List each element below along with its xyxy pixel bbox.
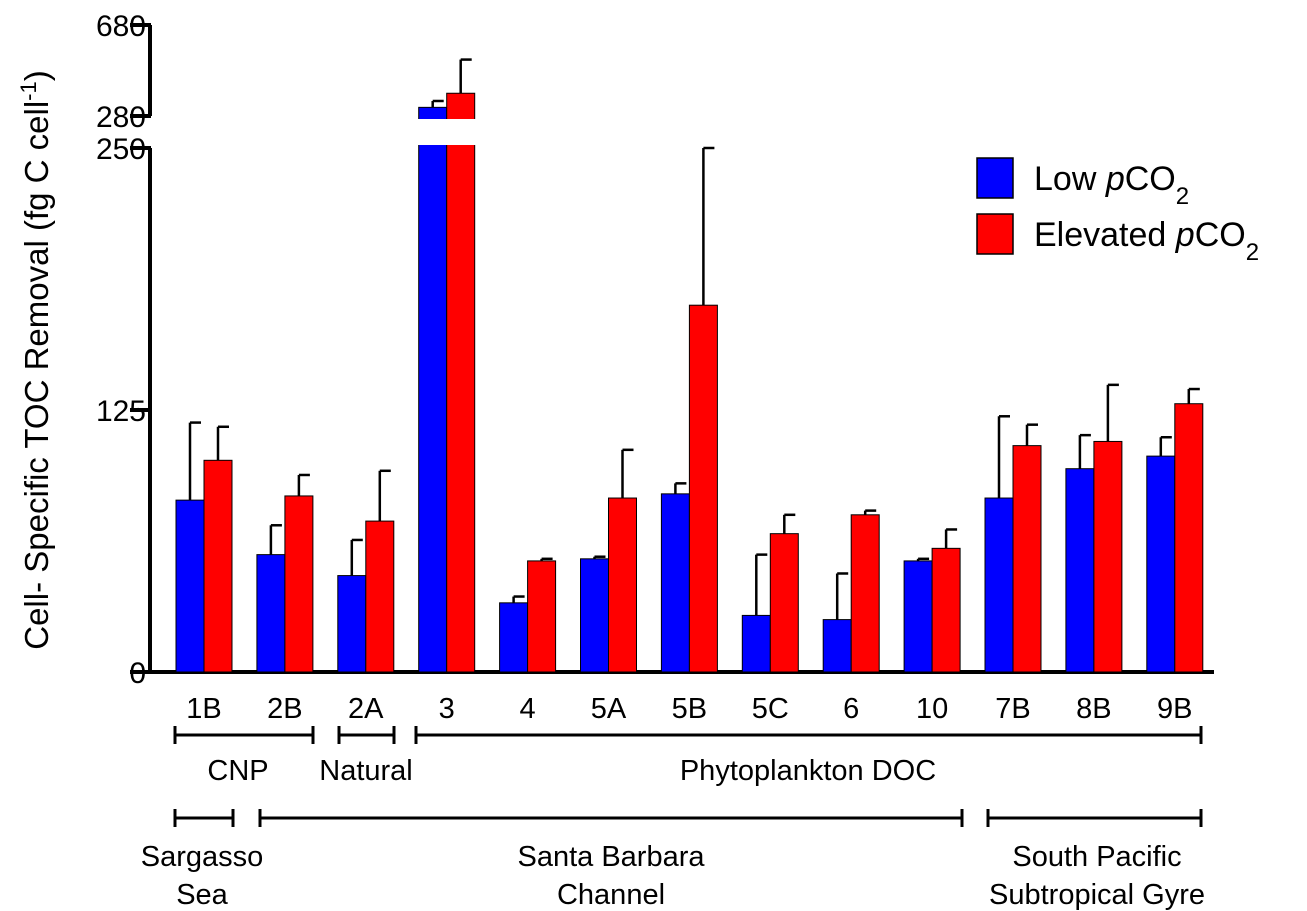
- bar: [284, 495, 314, 673]
- bar: [365, 520, 395, 673]
- y-tick-label: 125: [96, 395, 146, 428]
- y-axis-title-tail: ): [18, 70, 55, 81]
- dom-source-label: Phytoplankton DOC: [680, 755, 936, 787]
- x-tick-label: 9B: [1157, 693, 1192, 725]
- y-axis-title-main: Cell- Specific TOC Removal (fg C cell: [18, 101, 55, 650]
- x-tick-label: 2A: [348, 693, 384, 725]
- dom-source-label: CNP: [207, 755, 268, 787]
- bar: [446, 92, 476, 673]
- bar: [984, 497, 1014, 673]
- y-axis-title-superscript: -1: [16, 81, 41, 101]
- x-tick-label: 2B: [267, 693, 302, 725]
- region-label: Channel: [557, 879, 665, 911]
- y-tick-label: 680: [96, 10, 146, 43]
- bar: [822, 619, 852, 673]
- bar: [527, 560, 557, 673]
- region-label: South Pacific: [1012, 841, 1181, 873]
- bar: [1012, 445, 1042, 673]
- bar: [1146, 455, 1176, 673]
- y-tick-label: 0: [129, 657, 146, 690]
- bar: [418, 106, 448, 673]
- y-axis-title: Cell- Specific TOC Removal (fg C cell-1): [16, 70, 56, 650]
- bar: [256, 554, 286, 673]
- region-label: Santa Barbara: [517, 841, 705, 873]
- legend-swatch: [976, 213, 1014, 255]
- bar: [660, 493, 690, 673]
- legend-label: Elevated pCO2: [1034, 216, 1259, 266]
- axis-break-band: [153, 119, 1253, 145]
- x-tick-label: 8B: [1076, 693, 1111, 725]
- bar: [1093, 440, 1123, 673]
- bar: [337, 575, 367, 673]
- bar: [741, 614, 771, 673]
- x-tick-label: 5B: [672, 693, 707, 725]
- region-label: Subtropical Gyre: [989, 879, 1205, 911]
- x-tick-label: 6: [843, 693, 859, 725]
- dom-source-label: Natural: [319, 755, 413, 787]
- y-axis-label: Cell- Specific TOC Removal (fg C cell-1): [16, 70, 56, 650]
- bar: [499, 602, 529, 673]
- bar: [931, 547, 961, 673]
- bars: [175, 92, 1204, 673]
- x-tick-label: 7B: [995, 693, 1030, 725]
- x-tick-label: 1B: [186, 693, 221, 725]
- bar: [850, 514, 880, 673]
- x-tick-label: 5A: [591, 693, 627, 725]
- error-bars: [188, 58, 1200, 620]
- category-groupings: CNP Natural Phytoplankton DOC Sargasso Sea Sa…: [141, 726, 1205, 911]
- x-tick-label: 10: [916, 693, 948, 725]
- bar: [203, 459, 233, 673]
- x-tick-label: 3: [439, 693, 455, 725]
- legend: Low pCO2 Elevated pCO2: [976, 157, 1259, 266]
- legend-swatch: [976, 157, 1014, 199]
- x-tick-label: 4: [520, 693, 536, 725]
- x-tick-labels: 1B 2B 2A 3 4 5A 5B 5C 6 10 7B 8B 9B: [186, 693, 1192, 725]
- bar: [769, 533, 799, 673]
- bar: [608, 497, 637, 673]
- bar: [688, 304, 718, 673]
- legend-label: Low pCO2: [1034, 160, 1189, 210]
- bar: [175, 499, 205, 673]
- bar: [903, 560, 933, 673]
- region-label: Sargasso: [141, 841, 264, 873]
- bar: [1174, 403, 1204, 673]
- axis-break: [130, 114, 1253, 150]
- bar: [580, 558, 609, 673]
- x-tick-label: 5C: [752, 693, 789, 725]
- bar: [1065, 468, 1095, 673]
- region-label: Sea: [176, 879, 228, 911]
